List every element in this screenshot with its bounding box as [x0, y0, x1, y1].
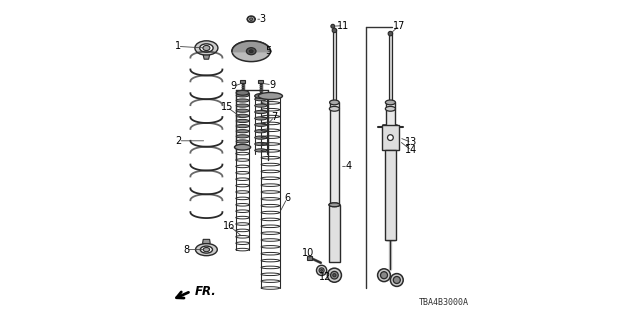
Text: 6: 6 — [284, 193, 290, 204]
Bar — [240, 80, 245, 83]
Ellipse shape — [388, 31, 393, 36]
Ellipse shape — [390, 274, 403, 286]
Text: 1: 1 — [175, 41, 180, 52]
Text: 10: 10 — [301, 248, 314, 258]
Ellipse shape — [236, 90, 249, 95]
Ellipse shape — [255, 136, 267, 139]
Ellipse shape — [255, 93, 267, 99]
Ellipse shape — [331, 24, 335, 28]
Ellipse shape — [255, 130, 267, 133]
Ellipse shape — [195, 41, 218, 55]
Ellipse shape — [255, 117, 267, 120]
Ellipse shape — [255, 104, 267, 107]
Bar — [385, 102, 396, 240]
Ellipse shape — [236, 114, 249, 117]
Ellipse shape — [203, 45, 210, 51]
Ellipse shape — [236, 109, 249, 112]
Ellipse shape — [196, 244, 218, 256]
Ellipse shape — [247, 16, 255, 22]
Text: 8: 8 — [183, 244, 189, 255]
Ellipse shape — [317, 265, 327, 276]
Bar — [329, 205, 340, 262]
Text: 2: 2 — [175, 136, 182, 146]
Ellipse shape — [329, 203, 340, 207]
Text: 9: 9 — [269, 80, 275, 90]
Ellipse shape — [250, 50, 253, 52]
Text: 13: 13 — [405, 137, 418, 148]
Ellipse shape — [330, 271, 338, 279]
Ellipse shape — [259, 92, 282, 100]
Ellipse shape — [330, 106, 339, 111]
Ellipse shape — [378, 269, 390, 282]
Text: 16: 16 — [223, 220, 236, 231]
Ellipse shape — [327, 268, 342, 282]
Ellipse shape — [204, 248, 210, 252]
Ellipse shape — [319, 268, 324, 273]
Ellipse shape — [236, 99, 249, 102]
Text: 14: 14 — [405, 145, 418, 156]
Ellipse shape — [232, 41, 270, 61]
Ellipse shape — [236, 130, 249, 133]
Ellipse shape — [255, 110, 267, 114]
Ellipse shape — [255, 149, 267, 152]
Ellipse shape — [236, 140, 249, 143]
Ellipse shape — [250, 18, 253, 20]
Ellipse shape — [236, 124, 249, 128]
Ellipse shape — [329, 203, 340, 207]
Ellipse shape — [330, 100, 339, 105]
Text: 7: 7 — [271, 112, 278, 122]
Bar — [388, 32, 392, 102]
Ellipse shape — [234, 144, 251, 150]
Text: 17: 17 — [393, 20, 406, 31]
Ellipse shape — [255, 142, 267, 146]
Ellipse shape — [236, 119, 249, 123]
Ellipse shape — [200, 44, 213, 52]
Bar — [333, 29, 336, 102]
Text: 11: 11 — [337, 20, 349, 31]
Ellipse shape — [393, 276, 401, 284]
Ellipse shape — [246, 48, 256, 55]
Text: 12: 12 — [319, 272, 332, 282]
Bar — [259, 80, 264, 83]
Ellipse shape — [333, 274, 336, 277]
Bar — [385, 150, 396, 240]
Ellipse shape — [388, 135, 393, 140]
Ellipse shape — [236, 94, 249, 97]
Ellipse shape — [321, 269, 323, 271]
Ellipse shape — [255, 98, 267, 101]
Ellipse shape — [380, 272, 388, 279]
Text: 9: 9 — [230, 81, 236, 92]
Bar — [307, 256, 312, 260]
Text: FR.: FR. — [195, 285, 217, 298]
Bar — [330, 102, 339, 205]
Text: 15: 15 — [221, 102, 234, 112]
Text: TBA4B3000A: TBA4B3000A — [419, 298, 468, 307]
Text: 3: 3 — [259, 14, 266, 24]
Ellipse shape — [385, 106, 396, 111]
Ellipse shape — [255, 123, 267, 126]
Ellipse shape — [200, 246, 212, 253]
Bar — [381, 125, 399, 150]
Ellipse shape — [332, 28, 337, 33]
Ellipse shape — [236, 135, 249, 138]
Ellipse shape — [236, 104, 249, 107]
Polygon shape — [202, 239, 210, 244]
Text: 4: 4 — [345, 161, 351, 172]
Polygon shape — [204, 55, 210, 59]
Ellipse shape — [385, 100, 396, 105]
Text: 5: 5 — [265, 46, 271, 56]
